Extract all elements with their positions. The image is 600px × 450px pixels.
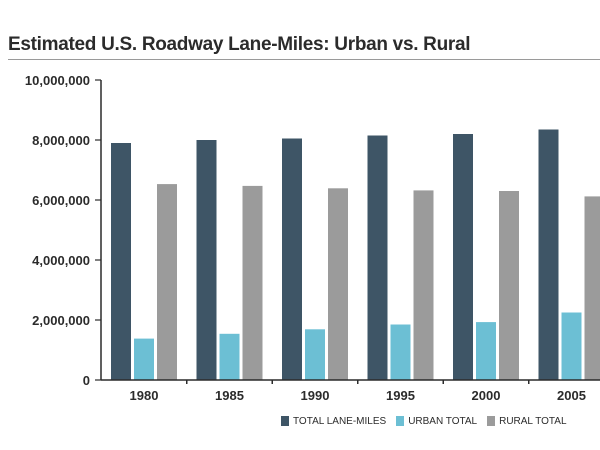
legend-label-urban: URBAN TOTAL [408,415,478,427]
bar-urban-total-1990 [305,329,325,380]
bar-rural-total-1995 [413,190,434,380]
y-tick-label: 0 [83,373,90,388]
legend-item-rural: RURAL TOTAL [487,415,567,427]
bar-rural-total-2000 [499,191,519,380]
x-tick-label: 1995 [386,388,415,403]
y-axis: 0 2,000,000 4,000,000 6,000,000 8,000,000 10,… [25,73,102,388]
bar-total-lane-miles-1985 [196,140,217,380]
y-tick-label: 6,000,000 [32,193,90,208]
x-tick-label: 1990 [301,388,330,403]
bar-total-lane-miles-1980 [111,143,131,380]
x-axis: 1980 1985 1990 1995 2000 2005 [101,379,600,403]
x-tick-label: 1985 [215,388,244,403]
legend-swatch-rural [487,416,496,426]
bars [111,129,600,380]
bar-total-lane-miles-2005 [538,129,559,380]
bar-urban-total-2000 [476,322,496,380]
legend-swatch-total [281,416,289,426]
title-divider [8,59,600,60]
bar-total-lane-miles-1995 [367,135,388,380]
legend: TOTAL LANE-MILES URBAN TOTAL RURAL TOTAL [281,413,577,429]
bar-urban-total-2005 [561,312,582,380]
x-tick-label: 1980 [130,388,159,403]
legend-label-rural: RURAL TOTAL [499,415,567,427]
bar-rural-total-1985 [242,185,263,380]
chart-title: Estimated U.S. Roadway Lane-Miles: Urban… [8,34,471,55]
x-tick-label: 2005 [557,388,586,403]
bar-urban-total-1985 [219,333,240,380]
legend-swatch-urban [396,416,405,426]
y-tick-label: 10,000,000 [25,73,90,88]
legend-item-urban: URBAN TOTAL [396,416,477,427]
legend-label-total: TOTAL LANE-MILES [293,415,387,427]
y-tick-label: 4,000,000 [32,253,90,268]
bar-total-lane-miles-2000 [453,134,473,380]
bar-urban-total-1995 [390,324,411,380]
bar-rural-total-1990 [328,188,348,380]
bar-urban-total-1980 [134,338,154,380]
y-tick-label: 8,000,000 [32,133,90,148]
y-tick-label: 2,000,000 [32,313,90,328]
legend-item-total: TOTAL LANE-MILES [281,416,386,427]
bar-rural-total-2005 [584,196,600,380]
bar-total-lane-miles-1990 [282,138,302,380]
x-tick-label: 2000 [472,388,501,403]
bar-rural-total-1980 [157,184,177,380]
